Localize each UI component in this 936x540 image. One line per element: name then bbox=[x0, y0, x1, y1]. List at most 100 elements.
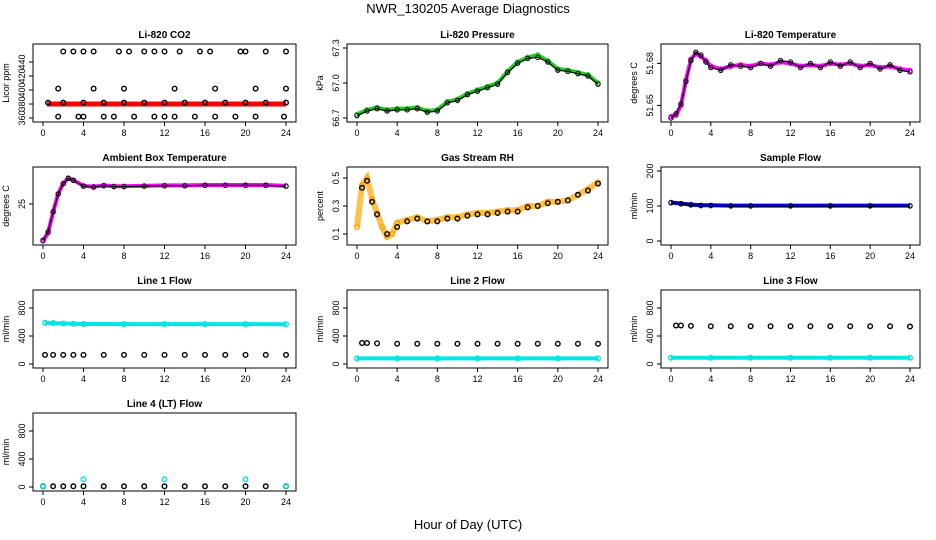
panel-5-xtick-label: 24 bbox=[905, 251, 915, 261]
panel-0-point bbox=[171, 85, 178, 92]
panel-3-point bbox=[121, 183, 127, 190]
panel-8-xtick-label: 4 bbox=[708, 374, 713, 384]
panel-6-xtick-label: 8 bbox=[121, 374, 126, 384]
panel-8-point bbox=[677, 322, 684, 329]
panel-2-point bbox=[757, 60, 764, 67]
panel-4-point bbox=[504, 208, 511, 215]
panel-0-point bbox=[80, 99, 87, 106]
panel-9-xtick-label: 24 bbox=[281, 497, 291, 507]
panel-2-point bbox=[708, 64, 714, 71]
panel-0-point bbox=[283, 99, 290, 106]
panel-6-point bbox=[60, 351, 67, 358]
panel-3-point bbox=[60, 181, 66, 187]
panel-8-xtick-label: 20 bbox=[865, 374, 875, 384]
panel-2-point bbox=[847, 59, 853, 65]
panel-2-point bbox=[678, 101, 684, 107]
panel-9-xtick-label: 16 bbox=[200, 497, 210, 507]
panel-2-point bbox=[738, 63, 744, 69]
panel-5-point bbox=[827, 203, 834, 209]
panel-4-point bbox=[374, 211, 381, 218]
panel-0-point bbox=[80, 113, 87, 120]
panel-9-point bbox=[161, 483, 168, 490]
panel-1-point bbox=[404, 107, 410, 113]
x-axis-caption: Hour of Day (UTC) bbox=[413, 517, 523, 532]
panel-0-point bbox=[207, 48, 214, 55]
panel-0-point bbox=[196, 48, 203, 55]
panel-7-point bbox=[394, 340, 401, 347]
panel-6-xtick-label: 16 bbox=[200, 374, 210, 384]
panel-1-xtick-label: 16 bbox=[513, 128, 523, 138]
panel-6-point bbox=[70, 351, 77, 358]
panel-0-point bbox=[131, 113, 138, 120]
panel-5-point bbox=[688, 202, 694, 208]
panel-0-point bbox=[280, 113, 287, 120]
panel-6-point bbox=[80, 351, 87, 358]
panel-9-point bbox=[70, 483, 77, 490]
panel-3-point bbox=[90, 184, 97, 190]
panel-6-point bbox=[201, 351, 208, 358]
panel-8-point bbox=[727, 323, 734, 330]
panel-0-ytick-label: 400 bbox=[17, 82, 27, 97]
panel-8-xtick-label: 12 bbox=[785, 374, 795, 384]
panel-2-title: Li-820 Temperature bbox=[745, 30, 837, 41]
panel-4-title: Gas Stream RH bbox=[441, 153, 514, 164]
panel-5-point bbox=[787, 203, 794, 209]
panel-0-point bbox=[212, 85, 219, 92]
panel-9-point bbox=[201, 483, 208, 490]
panel-8-point bbox=[687, 322, 694, 329]
panel-0-frame bbox=[32, 43, 297, 123]
panel-0-ytick-label: 440 bbox=[17, 54, 27, 69]
panel-3-point bbox=[50, 209, 56, 215]
panel-2-ytick-label: 51.68 bbox=[645, 52, 655, 75]
panel-4-xtick-label: 16 bbox=[513, 251, 523, 261]
panel-6-ylabel: ml/min bbox=[1, 316, 11, 343]
panel-1-xtick-label: 20 bbox=[553, 128, 563, 138]
panel-8-point bbox=[887, 323, 894, 330]
panel-2-point bbox=[728, 62, 734, 68]
panel-2-xtick-label: 0 bbox=[668, 128, 673, 138]
panel-2-point bbox=[777, 57, 784, 64]
panel-3-point bbox=[65, 175, 72, 182]
panel-1-point bbox=[424, 109, 430, 115]
panel-5-xtick-label: 16 bbox=[825, 251, 835, 261]
panel-2-point bbox=[897, 67, 903, 74]
panel-9-xtick-label: 12 bbox=[159, 497, 169, 507]
panel-1-xtick-label: 0 bbox=[354, 128, 359, 138]
panel-6-ytick-label: 0 bbox=[17, 361, 27, 366]
panel-0-point bbox=[120, 99, 127, 106]
panel-6-xtick-label: 0 bbox=[40, 374, 45, 384]
panel-8-ytick-label: 0 bbox=[645, 361, 655, 366]
panel-0-point bbox=[100, 99, 107, 106]
panel-2-point bbox=[837, 63, 843, 69]
panel-7-xtick-label: 16 bbox=[513, 374, 523, 384]
panel-4-point bbox=[544, 200, 551, 207]
panel-0-point bbox=[161, 99, 168, 106]
panel-9-xtick-label: 8 bbox=[121, 497, 126, 507]
panel-4-point bbox=[494, 209, 501, 216]
panel-1-point bbox=[484, 84, 491, 91]
panel-1-xtick-label: 4 bbox=[395, 128, 400, 138]
panel-8-point bbox=[707, 323, 714, 330]
panel-0-point bbox=[141, 48, 148, 55]
panel-8-point bbox=[767, 323, 774, 330]
panel-8-xtick-label: 24 bbox=[905, 374, 915, 384]
panel-9-point bbox=[120, 483, 127, 490]
panel-8-ylabel: ml/min bbox=[629, 316, 639, 343]
panel-6-point bbox=[50, 351, 57, 358]
panel-8-point bbox=[867, 323, 874, 330]
panel-3-xtick-label: 8 bbox=[121, 251, 126, 261]
panel-9-ytick-label: 0 bbox=[17, 484, 27, 489]
panel-3-point bbox=[202, 182, 208, 189]
panel-2-point bbox=[887, 62, 893, 68]
panel-1-ytick-label: 67.0 bbox=[331, 74, 341, 92]
panel-3-point bbox=[70, 177, 77, 184]
panel-1-point bbox=[394, 107, 400, 113]
panel-2-xtick-label: 24 bbox=[905, 128, 915, 138]
panel-2-point bbox=[797, 64, 804, 71]
panel-3-point bbox=[222, 182, 228, 189]
panel-9-xtick-label: 4 bbox=[81, 497, 86, 507]
panel-0-xtick-label: 16 bbox=[200, 128, 210, 138]
panel-9-ytick-label: 400 bbox=[17, 451, 27, 466]
panel-2-point bbox=[703, 59, 709, 65]
panel-6-xtick-label: 12 bbox=[159, 374, 169, 384]
